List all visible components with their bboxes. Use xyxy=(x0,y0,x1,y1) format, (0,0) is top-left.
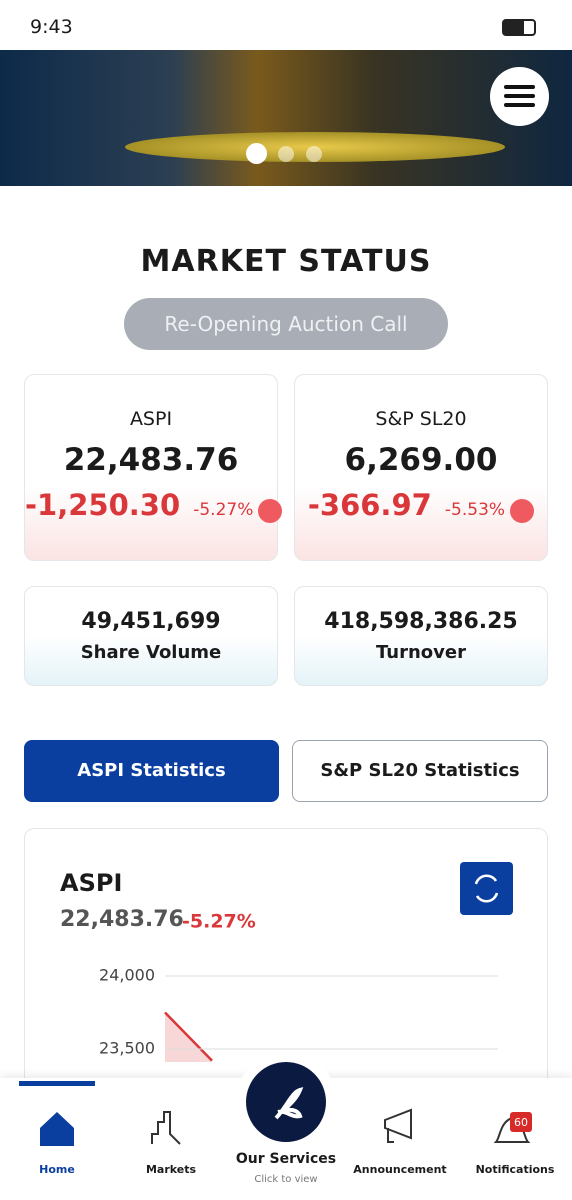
nav-icons: 60 xyxy=(40,1108,532,1146)
battery xyxy=(502,19,536,36)
bottom-nav: 60 Home Markets Our Services Click to vi… xyxy=(0,1050,572,1200)
index-change: -366.97 xyxy=(307,488,432,522)
active-indicator xyxy=(19,1081,95,1086)
stat-label: Turnover xyxy=(376,642,466,663)
markets-icon xyxy=(151,1111,181,1145)
carousel-dot[interactable] xyxy=(246,143,267,164)
tab[interactable]: S&P SL20 Statistics xyxy=(292,740,548,802)
down-icon xyxy=(258,498,283,523)
stat-card: 418,598,386.25 Turnover xyxy=(294,586,548,686)
menu-button[interactable] xyxy=(490,67,549,126)
nav-label[interactable]: Our Services xyxy=(235,1151,337,1167)
chart-title: ASPI xyxy=(60,869,122,897)
home-icon xyxy=(40,1112,74,1146)
refresh-button[interactable] xyxy=(460,862,513,915)
badge xyxy=(510,1112,532,1132)
stat-value: 49,451,699 xyxy=(81,609,221,634)
chart: ASPI 22,483.76 -5.27% 24,000 23,500 xyxy=(60,862,513,1062)
badge-count: 60 xyxy=(514,1116,528,1129)
index-name: ASPI xyxy=(129,408,173,430)
services-icon xyxy=(274,1087,304,1120)
line xyxy=(164,1011,213,1062)
index-change-pct: -5.27% xyxy=(193,500,254,520)
stat-value: 418,598,386.25 xyxy=(324,609,518,634)
time: 9:43 xyxy=(30,16,73,38)
index-change-pct: -5.53% xyxy=(444,500,506,520)
nav-label[interactable]: Home xyxy=(39,1163,75,1176)
index-value: 22,483.76 xyxy=(63,442,239,478)
stat-label: Share Volume xyxy=(80,642,222,663)
index-change: -1,250.30 xyxy=(25,488,181,522)
carousel-dot[interactable] xyxy=(306,146,322,162)
announcement-icon xyxy=(384,1108,412,1143)
carousel-dot[interactable] xyxy=(278,146,294,162)
banner xyxy=(0,50,572,186)
refresh-icon xyxy=(474,874,499,903)
section-title: MARKET STATUS xyxy=(140,244,432,279)
status-bar: 9:43 xyxy=(0,0,572,50)
session-pill: Re-Opening Auction Call xyxy=(124,298,448,350)
nav-label[interactable]: Notifications xyxy=(475,1163,555,1176)
down-icon xyxy=(510,498,535,523)
nav-label[interactable]: Announcement xyxy=(353,1163,447,1176)
menu-icon xyxy=(504,85,535,107)
index-card[interactable]: ASPI 22,483.76 -1,250.30 -5.27% xyxy=(24,374,283,561)
services-button[interactable] xyxy=(246,1062,326,1142)
index-name: S&P SL20 xyxy=(375,408,467,430)
y-tick-label: 23,500 xyxy=(99,1039,155,1058)
index-card[interactable]: S&P SL20 6,269.00 -366.97 -5.53% xyxy=(294,374,548,561)
index-value: 6,269.00 xyxy=(344,442,498,478)
tab-active[interactable]: ASPI Statistics xyxy=(24,740,279,802)
nav-label[interactable]: Markets xyxy=(145,1163,197,1176)
chart-current: 22,483.76 xyxy=(60,907,184,932)
nav-hint: Click to view xyxy=(254,1174,318,1185)
stat-card: 49,451,699 Share Volume xyxy=(24,586,278,686)
battery-level xyxy=(504,21,524,34)
chart-change: -5.27% xyxy=(182,911,256,933)
y-tick-label: 24,000 xyxy=(99,966,155,985)
plot xyxy=(164,1011,213,1062)
